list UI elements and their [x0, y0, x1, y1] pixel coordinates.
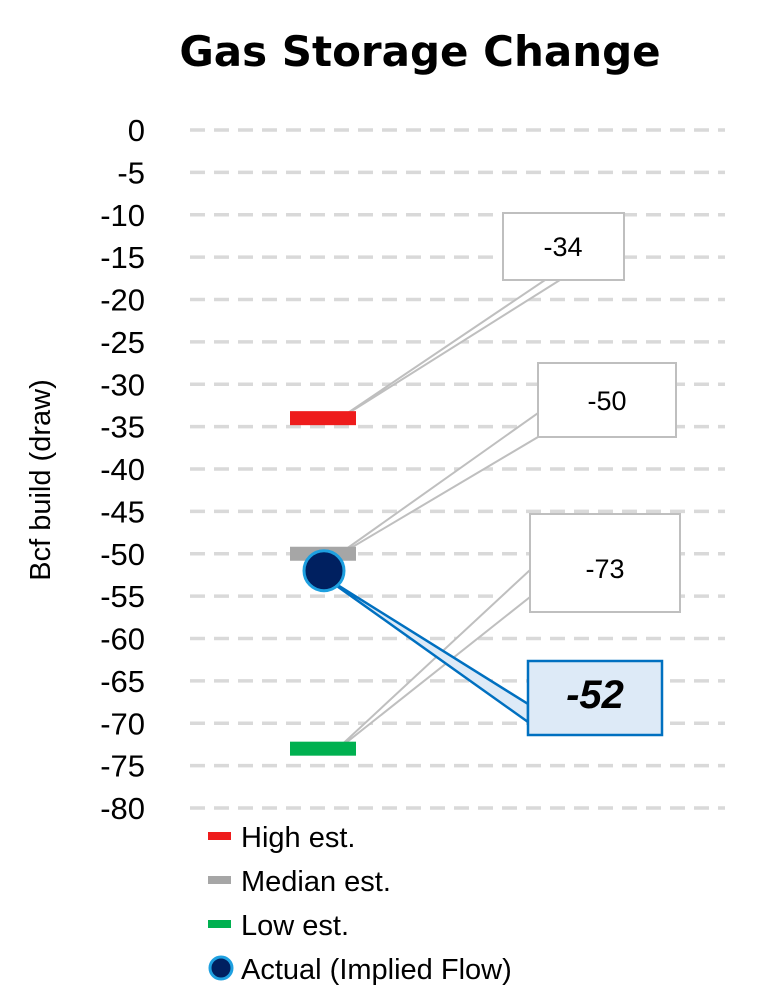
y-tick-label: -35	[100, 410, 145, 445]
legend: High est. Median est. Low est. Actual (Impl…	[208, 822, 512, 986]
y-tick-label: -80	[100, 791, 145, 826]
legend-swatch-high-est	[208, 832, 231, 840]
y-tick-label: -55	[100, 579, 145, 614]
data-label-low-est: -73	[585, 554, 624, 584]
y-tick-label: -15	[100, 240, 145, 275]
data-labels: -34 -50 -73 -52	[502, 212, 681, 737]
callout-box-high-est	[502, 212, 625, 281]
legend-label-high-est: High est.	[241, 822, 355, 854]
callout-pointer-median-est	[330, 411, 539, 561]
legend-swatch-median-est	[208, 876, 231, 884]
y-tick-label: -5	[117, 155, 145, 190]
callout-pointer-actual-implied-flow	[320, 573, 530, 725]
legend-label-low-est: Low est.	[241, 910, 349, 942]
data-label-median-est: -50	[587, 386, 626, 416]
callout-box-actual-implied-flow	[526, 659, 664, 737]
marker-high-est	[290, 411, 356, 426]
y-tick-label: -65	[100, 664, 145, 699]
y-tick-label: -50	[100, 537, 145, 572]
legend-label-median-est: Median est.	[241, 866, 391, 898]
y-tick-label: 0	[128, 113, 145, 148]
y-axis-ticks: 0 -5 -10 -15 -20 -25 -30 -35 -40 -45 -50 -55 -60 -65 -…	[100, 113, 145, 826]
legend-swatch-actual-implied-flow	[208, 955, 234, 981]
y-tick-label: -60	[100, 622, 145, 657]
y-tick-label: -10	[100, 198, 145, 233]
y-tick-label: -70	[100, 706, 145, 741]
data-label-actual-implied-flow: -52	[566, 673, 624, 717]
marker-actual-implied-flow	[302, 549, 346, 593]
data-marks	[290, 411, 356, 756]
chart-title: Gas Storage Change	[179, 27, 660, 76]
y-axis-label: Bcf build (draw)	[25, 379, 57, 580]
legend-swatch-low-est	[208, 920, 231, 928]
marker-low-est	[290, 741, 356, 756]
y-tick-label: -30	[100, 367, 145, 402]
y-tick-label: -20	[100, 283, 145, 318]
y-tick-label: -75	[100, 749, 145, 784]
y-tick-label: -40	[100, 452, 145, 487]
y-tick-label: -45	[100, 494, 145, 529]
callout-leaders	[320, 279, 564, 756]
callout-box-median-est	[537, 362, 677, 438]
data-label-high-est: -34	[543, 232, 582, 262]
legend-label-actual-implied-flow: Actual (Implied Flow)	[241, 954, 512, 986]
callout-pointer-high-est	[330, 279, 564, 425]
callout-box-low-est	[529, 513, 681, 613]
y-tick-label: -25	[100, 325, 145, 360]
